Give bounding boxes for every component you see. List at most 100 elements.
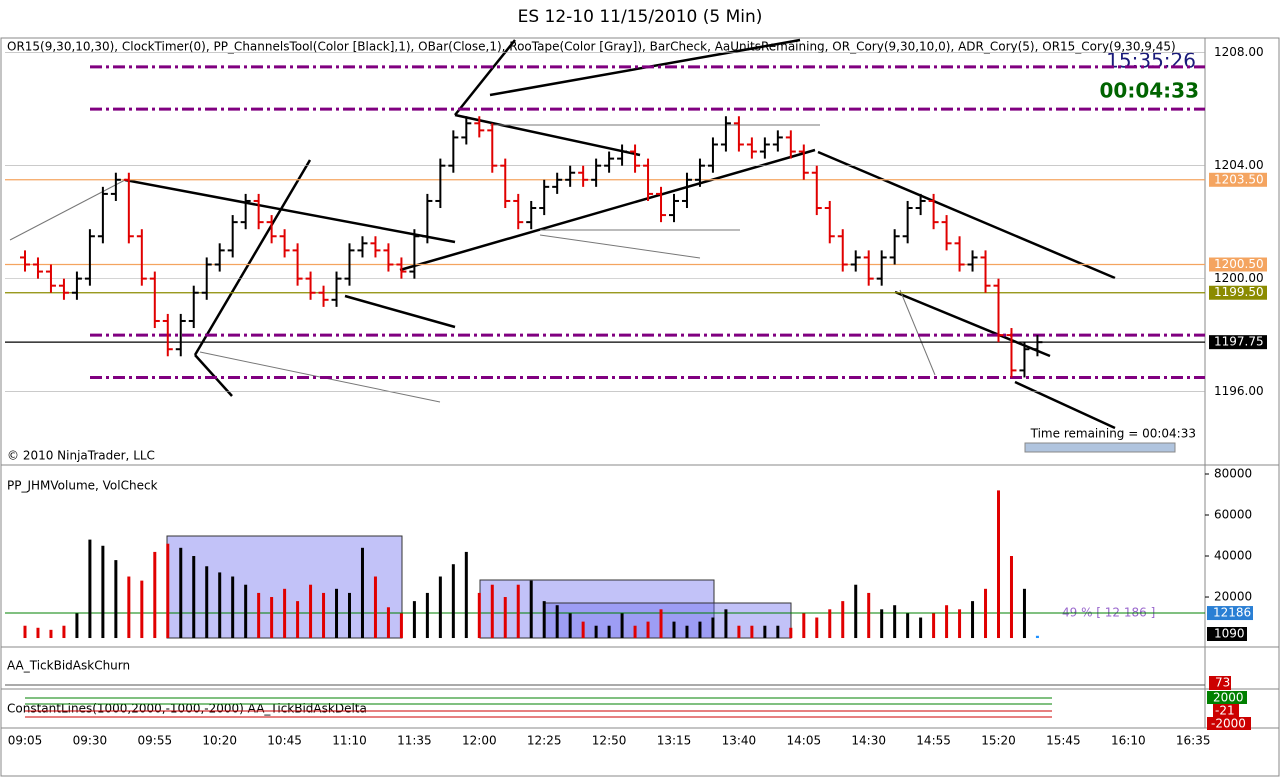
volume-bar [633,625,637,639]
volume-bar [399,613,403,639]
x-tick-label: 16:10 [1111,734,1146,748]
y-tick-label: 20000 [1214,590,1252,604]
volume-bar [594,625,598,639]
volume-bar [438,576,442,639]
x-tick-label: 09:05 [8,734,43,748]
volume-bar [153,551,157,639]
volume-bar [36,627,40,639]
y-tick-label: 80000 [1214,466,1252,480]
volume-bar [322,592,326,639]
last-label: 1090 [1214,627,1245,641]
volume-bar [568,613,572,639]
volume-bar [867,592,871,639]
volume-bar [1022,588,1026,639]
volume-bar [659,609,663,639]
volume-bar [283,588,287,639]
volume-bar [555,605,559,639]
x-tick-label: 13:40 [722,734,757,748]
volume-bar [672,621,676,639]
volume-bar [711,617,715,639]
volume-bar [244,584,248,639]
volume-bar [542,601,546,639]
volume-bar [49,629,53,639]
volume-bar [88,539,92,639]
volume-bar [412,601,416,639]
volume-bar [906,613,910,639]
x-tick-label: 11:35 [397,734,432,748]
volume-note: 49 % [ 12 186 ] [1062,606,1155,620]
window-frame [0,37,1280,777]
copyright: © 2010 NinjaTrader, LLC [7,449,155,463]
x-tick-label: 16:35 [1176,734,1211,748]
volume-bar [828,609,832,639]
volume-bar [750,625,754,639]
level-label: 1203.50 [1214,172,1264,186]
delta-badge [1207,717,1251,730]
volume-bar [919,617,923,639]
volume-bar [218,572,222,639]
x-tick-label: 14:05 [787,734,822,748]
x-tick-label: 14:55 [916,734,951,748]
level-label: 1200.50 [1214,257,1264,271]
x-tick-label: 12:25 [527,734,562,748]
volume-bar [815,617,819,639]
volume-bar [231,576,235,639]
volume-bar [464,551,468,639]
volume-bar [854,584,858,639]
volume-bar [179,547,183,639]
y-tick-label: 1200.00 [1214,271,1264,285]
volume-bar [296,601,300,639]
volume-bar [205,566,209,639]
clock: 15:35:26 [1106,49,1196,73]
volume-bar [309,584,313,639]
volume-bar [140,580,144,639]
volume-bar [360,547,364,639]
volume-bar [581,621,585,639]
average-label: 12186 [1213,606,1251,620]
level-badge [1209,335,1267,350]
volume-bar [490,584,494,639]
volume-bar [386,607,390,639]
y-tick-label: 40000 [1214,549,1252,563]
volume-bar [776,625,780,639]
volume-bar [789,627,793,639]
y-tick-label: 60000 [1214,508,1252,522]
y-tick-label: 1208.00 [1214,45,1264,59]
level-label: 1197.75 [1214,335,1264,349]
volume-bar [257,592,261,639]
volume-bar [529,580,533,639]
y-tick-label: 1204.00 [1214,158,1264,172]
volume-bar [192,556,196,639]
volume-bar [335,588,339,639]
volume-bar [114,560,118,639]
bar-timer: 00:04:33 [1100,79,1200,103]
delta-label: -2000 [1211,717,1246,731]
delta-badge [1213,704,1239,717]
volume-bar [685,625,689,639]
volume-bar [373,576,377,639]
volume-bar [880,609,884,639]
indicator-list: OR15(9,30,10,30), ClockTimer(0), PP_Chan… [7,40,1176,54]
volume-bar [23,625,27,639]
volume-bar [166,543,170,639]
x-tick-label: 09:55 [138,734,173,748]
chart-title: ES 12-10 11/15/2010 (5 Min) [518,7,763,27]
volume-bar [75,613,79,639]
volume-bar [841,601,845,639]
delta-label: -21 [1215,704,1235,718]
volume-bar [1009,556,1013,639]
volume-title: PP_JHMVolume, VolCheck [7,479,158,493]
delta-badge [1207,691,1247,704]
volume-bar [425,592,429,639]
volume-bar [516,584,520,639]
trend-lines [9,38,1116,430]
volume-bar [127,576,131,639]
x-tick-label: 15:45 [1046,734,1081,748]
x-tick-label: 15:20 [981,734,1016,748]
volume-bar [270,597,274,639]
x-tick-label: 10:20 [202,734,237,748]
churn-badge [1209,676,1231,690]
delta-title: ConstantLines(1000,2000,-1000,-2000) AA_… [7,702,367,716]
volume-bar [62,625,66,639]
volume-bar [451,564,455,639]
